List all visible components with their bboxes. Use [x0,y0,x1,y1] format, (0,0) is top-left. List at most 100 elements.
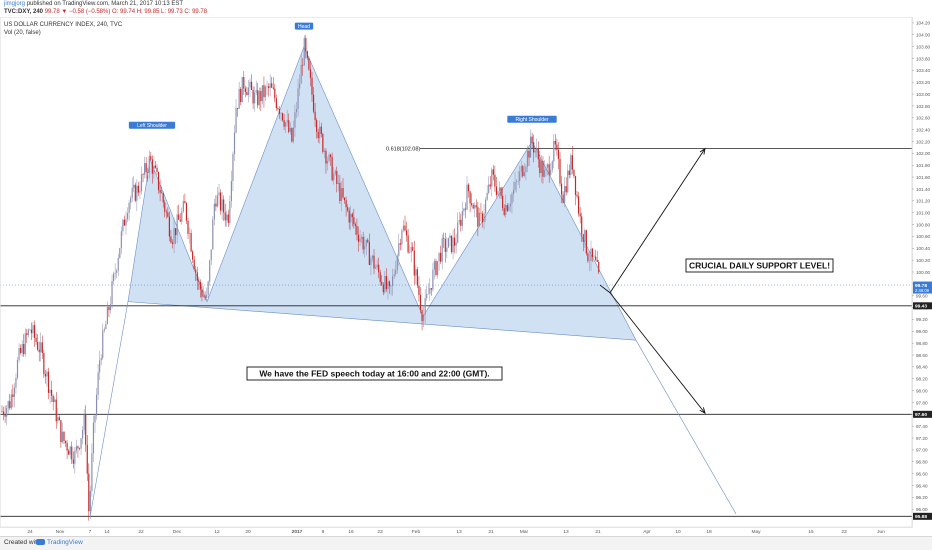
candle-body [512,189,515,195]
candle-body [82,430,84,439]
candle-body [148,156,150,173]
volume-indicator[interactable]: Vol (20, false) [4,30,41,36]
candle-body [91,453,93,491]
candle-body [123,219,126,226]
candle-body [159,189,161,193]
candle-body [323,150,325,152]
time-tick-label: 18 [706,529,712,535]
candle-body [216,195,219,207]
candle-body [516,181,518,183]
price-chart[interactable]: 96.00 96.20 96.40 96.60 96.80 97.00 97.20 97.40… [0,0,932,536]
candle-body [382,284,384,293]
candle-body [418,285,420,296]
candle-body [392,276,394,286]
price-tick-label: 96.40 [916,483,928,488]
candle-body [568,170,570,175]
price-tick-label: 97.20 [916,436,928,441]
candle-body [585,230,587,254]
bearish-arrow [609,292,706,414]
candle-body [7,401,9,409]
candle-body [412,246,414,251]
author-link[interactable]: jimgjorg [4,1,26,7]
candle-body [188,233,191,234]
candle-body [554,140,556,145]
candle-body [250,81,253,90]
candle-body [362,237,364,250]
fib-level-label: 0.618(102.08) [386,147,420,153]
candle-body [455,242,457,246]
candle-body [224,212,226,221]
candle-body [447,238,449,248]
candle-body [136,185,138,201]
candle-body [498,187,501,192]
candle-body [550,169,552,175]
candle-body [213,203,215,220]
candle-body [460,219,462,226]
candle-body [410,246,412,253]
candle-body [151,159,153,174]
time-tick-label: 12 [214,529,220,535]
candle-body [571,155,573,170]
candle-body [559,158,561,184]
candle-body [77,446,79,449]
candle-body [317,131,319,139]
candle-body [551,161,553,170]
candle-body [195,269,197,273]
candle-body [553,140,555,162]
candle-body [421,309,423,322]
candle-body [1,411,3,412]
candle-body [511,194,513,204]
candle-body [297,88,299,109]
candle-body [320,126,322,134]
candle-body [404,225,406,231]
candle-body [105,324,107,330]
price-marker-label: 95.88 [915,514,927,520]
candle-body [333,173,335,181]
candle-body [378,264,380,273]
candle-body [184,201,186,204]
candle-body [286,120,288,123]
candle-body [427,293,429,295]
candle-body [268,86,270,89]
candle-body [120,231,122,249]
candle-body [350,213,352,223]
candle-body [173,228,175,244]
candle-body [178,214,180,220]
candle-body [337,182,339,184]
candle-body [590,248,592,261]
candle-body [6,408,8,417]
price-tick-label: 101.80 [916,163,930,168]
candle-body [264,86,267,98]
candle-body [331,157,333,181]
candle-body [106,307,108,325]
candle-body [531,136,533,143]
candle-body [502,196,504,209]
time-tick-label: 21 [595,529,601,535]
tradingview-logo[interactable]: TradingView [36,539,83,546]
candle-body [314,111,316,121]
horizontal-levels-layer [0,148,912,517]
candle-body [4,414,6,417]
candle-body [23,344,25,355]
candle-body [567,170,569,193]
candle-body [229,201,231,223]
candle-body [481,213,484,223]
candle-body [419,295,422,310]
candle-body [128,202,130,214]
candle-body [117,258,119,271]
candle-body [54,399,56,402]
candle-body [485,199,487,214]
chart-title: US DOLLAR CURRENCY INDEX, 240, TVC [4,22,123,28]
candle-body [415,269,417,276]
candle-body [435,261,437,275]
time-tick-label: 22 [138,529,144,535]
candle-body [368,241,370,265]
candle-body [505,204,507,215]
price-tick-label: 103.20 [916,80,930,85]
candle-body [488,184,490,193]
candle-body [390,285,392,287]
candle-body [357,234,360,242]
candle-body [534,150,536,153]
candle-body [38,349,40,353]
time-tick-label: 21 [488,529,494,535]
